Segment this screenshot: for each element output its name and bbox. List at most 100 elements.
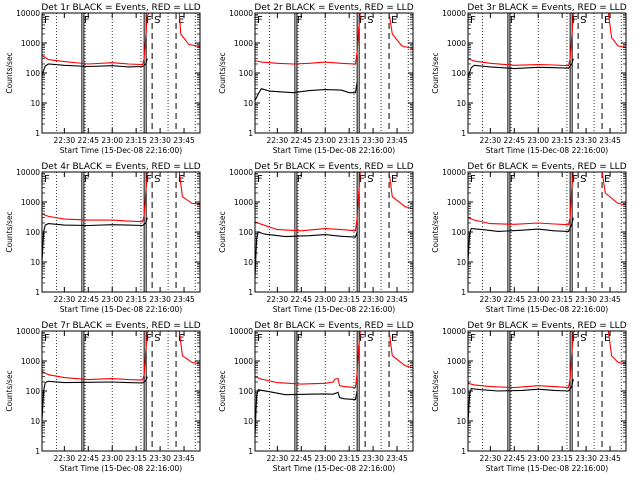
x-tick-label: 23:15	[338, 454, 360, 463]
y-tick-label: 100	[26, 228, 41, 237]
x-tick-label: 22:45	[503, 295, 525, 304]
y-tick-label: 10000	[442, 9, 466, 18]
y-tick-label: 1	[35, 288, 40, 297]
x-tick-label: 23:30	[149, 295, 171, 304]
x-tick-label: 23:45	[599, 454, 621, 463]
x-axis-label: Start Time (15-Dec-08 22:16:00)	[273, 464, 395, 473]
y-tick-label: 1000	[234, 39, 253, 48]
x-tick-label: 23:30	[149, 136, 171, 145]
x-tick-label: 22:45	[77, 454, 99, 463]
y-tick-label: 1000	[234, 198, 253, 207]
x-tick-label: 23:15	[551, 295, 573, 304]
y-axis-label: Counts/sec	[218, 370, 227, 411]
marker-label: E	[178, 174, 184, 185]
series-events	[254, 389, 358, 437]
x-tick-label: 23:45	[599, 136, 621, 145]
panel-title: Det 8r BLACK = Events, RED = LLD	[254, 321, 413, 331]
marker-label: F	[44, 15, 50, 26]
x-axis-label: Start Time (15-Dec-08 22:16:00)	[273, 146, 395, 155]
marker-label: E	[178, 333, 184, 344]
series-lld	[254, 171, 414, 232]
marker-label: F	[359, 174, 365, 185]
x-tick-label: 22:30	[54, 454, 76, 463]
x-tick-label: 23:00	[314, 136, 336, 145]
marker-label: S	[367, 174, 373, 185]
x-tick-label: 22:45	[503, 454, 525, 463]
series-lld	[467, 171, 627, 226]
series-lld	[41, 12, 201, 66]
x-tick-label: 22:45	[290, 295, 312, 304]
x-tick-label: 23:00	[101, 295, 123, 304]
x-tick-label: 22:45	[503, 136, 525, 145]
y-tick-label: 1	[35, 129, 40, 138]
series-events	[254, 81, 358, 101]
series-events	[254, 231, 358, 278]
y-axis-label: Counts/sec	[431, 52, 440, 93]
y-tick-label: 1	[248, 288, 253, 297]
series-lld	[254, 330, 414, 389]
x-tick-label: 22:30	[480, 295, 502, 304]
y-tick-label: 10	[30, 258, 40, 267]
series-lld	[41, 330, 201, 381]
y-tick-label: 10000	[229, 168, 253, 177]
x-tick-label: 23:15	[125, 136, 147, 145]
marker-label: S	[367, 15, 373, 26]
x-axis-label: Start Time (15-Dec-08 22:16:00)	[486, 464, 608, 473]
y-tick-label: 10	[30, 99, 40, 108]
marker-label: F	[572, 15, 578, 26]
x-tick-label: 23:45	[173, 136, 195, 145]
y-tick-label: 10000	[229, 327, 253, 336]
marker-label: F	[510, 174, 516, 185]
x-tick-label: 22:30	[267, 454, 289, 463]
x-tick-label: 23:30	[362, 454, 384, 463]
panel-title: Det 2r BLACK = Events, RED = LLD	[254, 3, 413, 13]
x-tick-label: 23:00	[527, 454, 549, 463]
x-tick-label: 22:30	[54, 295, 76, 304]
x-tick-label: 23:15	[125, 295, 147, 304]
y-tick-label: 10000	[16, 168, 40, 177]
y-tick-label: 1000	[21, 357, 40, 366]
marker-label: E	[178, 15, 184, 26]
y-tick-label: 100	[239, 69, 254, 78]
y-axis-label: Counts/sec	[5, 211, 14, 252]
y-tick-label: 100	[239, 228, 254, 237]
series-events	[467, 217, 574, 263]
y-tick-label: 10	[456, 417, 466, 426]
marker-label: F	[470, 174, 476, 185]
x-tick-label: 22:30	[267, 295, 289, 304]
panel-title: Det 4r BLACK = Events, RED = LLD	[41, 162, 200, 172]
marker-label: E	[391, 333, 397, 344]
marker-label: F	[257, 174, 263, 185]
y-tick-label: 1	[248, 447, 253, 456]
marker-label: S	[154, 174, 160, 185]
y-tick-label: 10	[243, 417, 253, 426]
y-tick-label: 100	[452, 69, 467, 78]
y-axis-label: Counts/sec	[431, 370, 440, 411]
x-tick-label: 23:00	[314, 295, 336, 304]
y-tick-label: 1	[35, 447, 40, 456]
x-tick-label: 23:45	[386, 454, 408, 463]
y-tick-label: 1	[461, 129, 466, 138]
marker-label: F	[572, 333, 578, 344]
y-tick-label: 100	[452, 228, 467, 237]
y-tick-label: 1	[248, 129, 253, 138]
marker-label: F	[359, 15, 365, 26]
marker-label: F	[44, 333, 50, 344]
y-tick-label: 10000	[442, 168, 466, 177]
y-tick-label: 1000	[447, 357, 466, 366]
x-tick-label: 23:30	[149, 454, 171, 463]
marker-label: F	[44, 174, 50, 185]
x-tick-label: 23:15	[338, 295, 360, 304]
y-tick-label: 1000	[447, 39, 466, 48]
x-tick-label: 23:15	[551, 454, 573, 463]
x-tick-label: 23:30	[362, 295, 384, 304]
marker-label: E	[604, 174, 610, 185]
panel-title: Det 5r BLACK = Events, RED = LLD	[254, 162, 413, 172]
series-lld	[467, 330, 627, 389]
x-tick-label: 23:00	[101, 136, 123, 145]
x-tick-label: 22:45	[77, 136, 99, 145]
